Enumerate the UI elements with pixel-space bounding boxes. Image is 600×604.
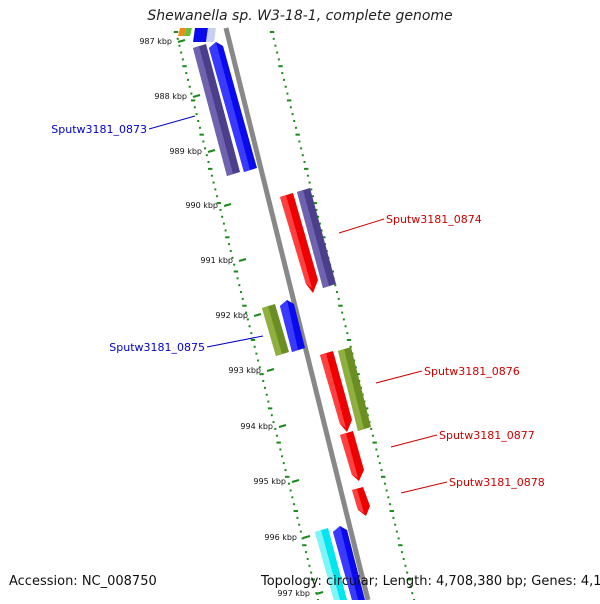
scale-tick-labels: 987 kbp 988 kbp 989 kbp 990 kbp 991 kbp 992 k… — [139, 37, 310, 598]
gene-labels: Sputw3181_0873 Sputw3181_0874 Sputw3181_08… — [51, 123, 544, 489]
gene-arrow-red-874[interactable] — [280, 193, 318, 293]
tick-label: 987 kbp — [139, 37, 172, 46]
gene-label[interactable]: Sputw3181_0874 — [386, 213, 482, 226]
map-title: Shewanella sp. W3-18-1, complete genome — [147, 8, 453, 24]
scale-tick — [266, 368, 275, 372]
gene-arrow-olive-876b[interactable] — [338, 347, 371, 431]
scale-tick — [291, 479, 300, 483]
gene-arrow-red-876[interactable] — [320, 351, 352, 432]
accession-text: Accession: NC_008750 — [9, 574, 157, 589]
tick-label: 988 kbp — [154, 92, 187, 101]
scale-tick — [223, 203, 232, 207]
gene-arrow-blue-873b[interactable] — [209, 42, 257, 172]
gene-label[interactable]: Sputw3181_0873 — [51, 123, 147, 136]
scale-tick — [302, 535, 311, 539]
gene-label[interactable]: Sputw3181_0877 — [439, 429, 535, 442]
gene-arrow-blue-bottom[interactable] — [333, 526, 365, 600]
top-gene-fragments — [178, 28, 216, 42]
tick-label: 994 kbp — [240, 422, 273, 431]
genome-backbone — [223, 27, 371, 601]
scale-tick — [253, 313, 262, 317]
tick-label: 989 kbp — [169, 147, 202, 156]
gene-label[interactable]: Sputw3181_0876 — [424, 365, 520, 378]
tick-label: 990 kbp — [185, 201, 218, 210]
gene-arrow-olive-875[interactable] — [262, 304, 289, 356]
scale-tick — [278, 424, 287, 428]
gene-label-leaders — [148, 115, 448, 494]
tick-label: 996 kbp — [264, 533, 297, 542]
scale-tick — [315, 591, 324, 595]
gene-arrow-purple-873a[interactable] — [193, 44, 240, 176]
tick-label: 995 kbp — [253, 477, 286, 486]
scale-tick — [238, 258, 247, 262]
scale-tick — [192, 94, 201, 98]
gene-arrow-purple-874b[interactable] — [297, 188, 336, 288]
gene-arrow-blue-875[interactable] — [280, 300, 305, 352]
tick-label: 997 kbp — [277, 589, 310, 598]
tick-label: 992 kbp — [215, 311, 248, 320]
topology-text: Topology: circular; Length: 4,708,380 bp… — [261, 574, 600, 589]
scale-tick — [177, 39, 186, 43]
tick-label: 991 kbp — [200, 256, 233, 265]
gene-label[interactable]: Sputw3181_0878 — [449, 476, 545, 489]
gene-arrow-red-877[interactable] — [340, 431, 364, 481]
gene-arrow-cyan-bottom[interactable] — [315, 528, 347, 600]
scale-ticks — [177, 39, 324, 595]
gene-label[interactable]: Sputw3181_0875 — [109, 341, 205, 354]
tick-label: 993 kbp — [228, 366, 261, 375]
gene-arrow-red-878[interactable] — [352, 487, 370, 516]
scale-tick — [207, 149, 216, 153]
